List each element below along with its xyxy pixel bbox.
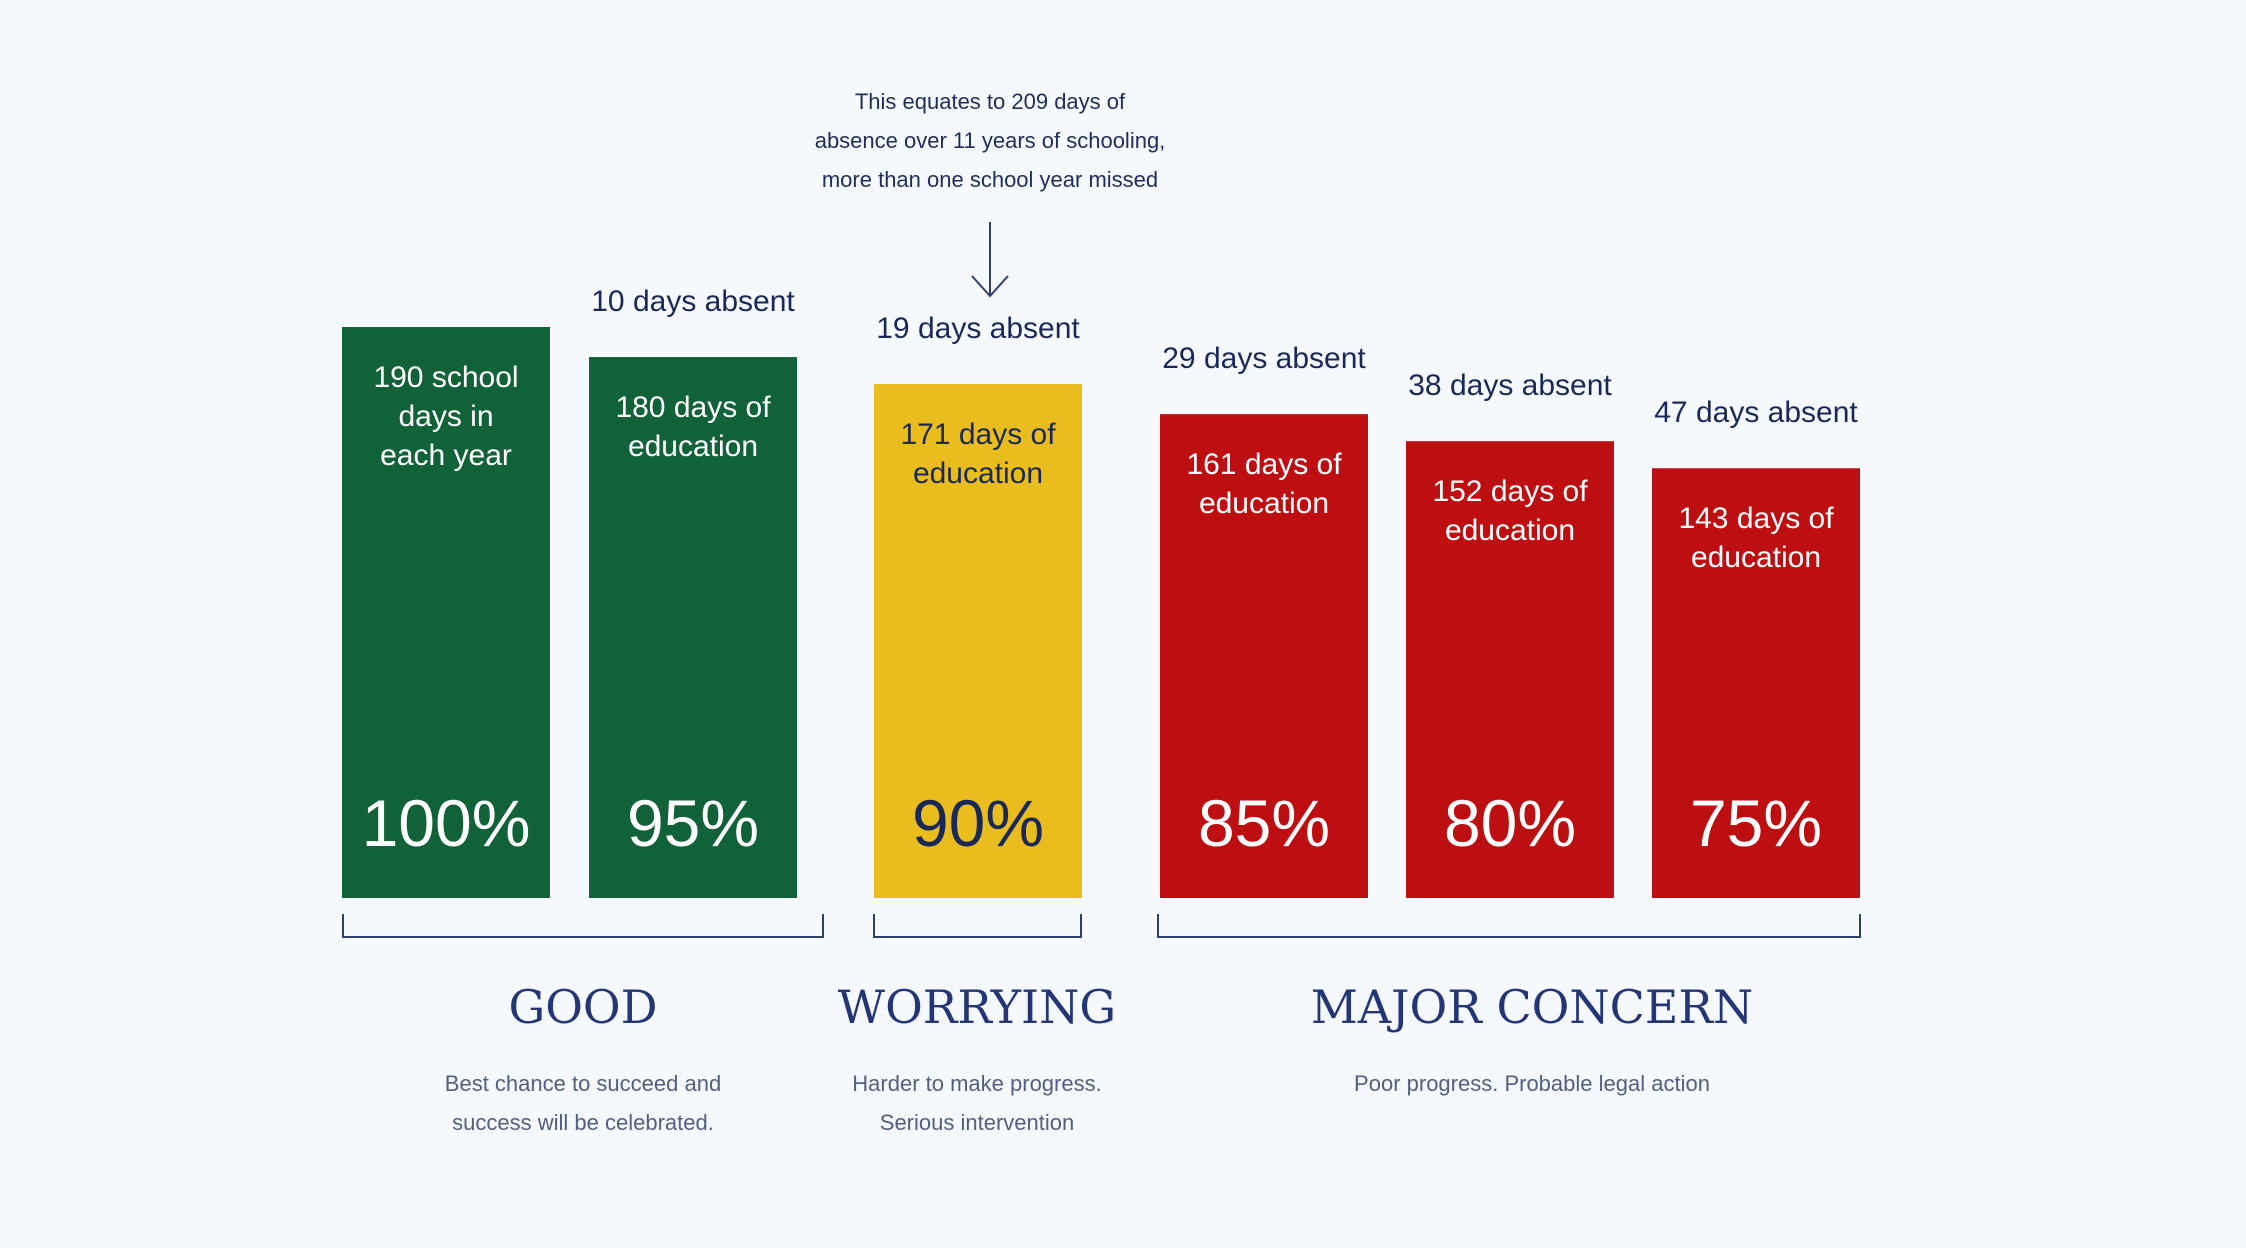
bar-inner-label: days in <box>398 400 493 433</box>
group-desc-worrying: Harder to make progress. Serious interve… <box>827 1064 1127 1142</box>
bar-inner-label: 180 days of <box>615 391 771 424</box>
bar-inner-label: each year <box>380 439 512 472</box>
group-desc-good: Best chance to succeed and success will … <box>383 1064 783 1142</box>
bracket-good <box>342 914 824 938</box>
percent-label: 95% <box>627 786 759 860</box>
bar-inner-label: education <box>628 430 758 463</box>
group-title-good: GOOD <box>508 980 658 1034</box>
bracket-major-concern <box>1157 914 1861 938</box>
group-title-worrying: WORRYING <box>837 980 1117 1034</box>
bar-inner-label: 143 days of <box>1678 502 1834 535</box>
absent-label: 10 days absent <box>591 285 795 318</box>
group-desc-line: Best chance to succeed and <box>444 1071 722 1096</box>
bar-worrying <box>874 384 1082 899</box>
bar-good <box>342 327 550 898</box>
annotation-note-line: absence over 11 years of schooling, <box>814 128 1166 153</box>
bar-inner-label: education <box>913 457 1043 490</box>
bar-concern <box>1652 468 1860 898</box>
percent-label: 100% <box>362 786 531 860</box>
bar-concern <box>1406 441 1614 898</box>
annotation-note: This equates to 209 days of absence over… <box>760 82 1220 199</box>
absent-label: 29 days absent <box>1162 342 1366 375</box>
bar-inner-label: 161 days of <box>1186 448 1342 481</box>
bar-good <box>589 357 797 899</box>
absent-label: 47 days absent <box>1654 396 1858 429</box>
bar-concern <box>1160 414 1368 898</box>
group-desc-line: Poor progress. Probable legal action <box>1354 1071 1710 1096</box>
absent-label: 38 days absent <box>1408 369 1612 402</box>
bar-inner-label: 171 days of <box>900 418 1056 451</box>
annotation-arrow-head <box>971 275 1009 298</box>
bar-inner-label: education <box>1199 487 1329 520</box>
group-desc-line: success will be celebrated. <box>452 1110 714 1135</box>
group-desc-major-concern: Poor progress. Probable legal action <box>1232 1064 1832 1103</box>
bar-inner-label: 190 school <box>373 361 518 394</box>
percent-label: 80% <box>1444 786 1576 860</box>
bar-inner-label: education <box>1445 514 1575 547</box>
annotation-note-line: This equates to 209 days of <box>854 89 1126 114</box>
percent-label: 85% <box>1198 786 1330 860</box>
annotation-note-line: more than one school year missed <box>821 167 1159 192</box>
percent-label: 75% <box>1690 786 1822 860</box>
group-desc-line: Harder to make progress. <box>852 1071 1102 1096</box>
percent-label: 90% <box>912 786 1044 860</box>
absent-label: 19 days absent <box>876 312 1080 345</box>
bar-inner-label: education <box>1691 541 1821 574</box>
group-desc-line: Serious intervention <box>879 1110 1075 1135</box>
bracket-worrying <box>873 914 1082 938</box>
group-title-major-concern: MAJOR CONCERN <box>1310 980 1754 1034</box>
bar-inner-label: 152 days of <box>1432 475 1588 508</box>
